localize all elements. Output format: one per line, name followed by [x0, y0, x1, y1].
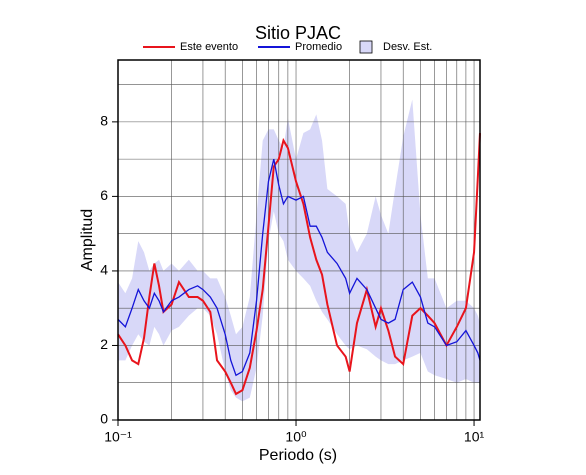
legend-label: Promedio — [295, 41, 342, 53]
x-tick-label: 10⁻¹ — [104, 429, 132, 445]
series-line — [117, 158, 481, 377]
y-axis-label: Amplitud — [79, 209, 96, 271]
std-band — [118, 99, 480, 402]
y-tick-label: 0 — [100, 411, 108, 427]
y-tick-label: 8 — [100, 113, 108, 129]
legend-label: Desv. Est. — [383, 41, 432, 53]
x-axis-label: Periodo (s) — [259, 447, 337, 464]
x-tick-label: 10¹ — [464, 429, 485, 445]
legend-label: Este evento — [180, 41, 238, 53]
y-tick-label: 4 — [100, 262, 108, 278]
chart-title: Sitio PJAC — [255, 23, 341, 43]
plot-frame — [117, 59, 481, 421]
y-tick-label: 2 — [100, 336, 108, 352]
series-line — [117, 132, 481, 396]
x-tick-label: 10⁰ — [285, 429, 307, 445]
legend-swatch — [359, 40, 373, 54]
y-tick-label: 6 — [100, 187, 108, 203]
